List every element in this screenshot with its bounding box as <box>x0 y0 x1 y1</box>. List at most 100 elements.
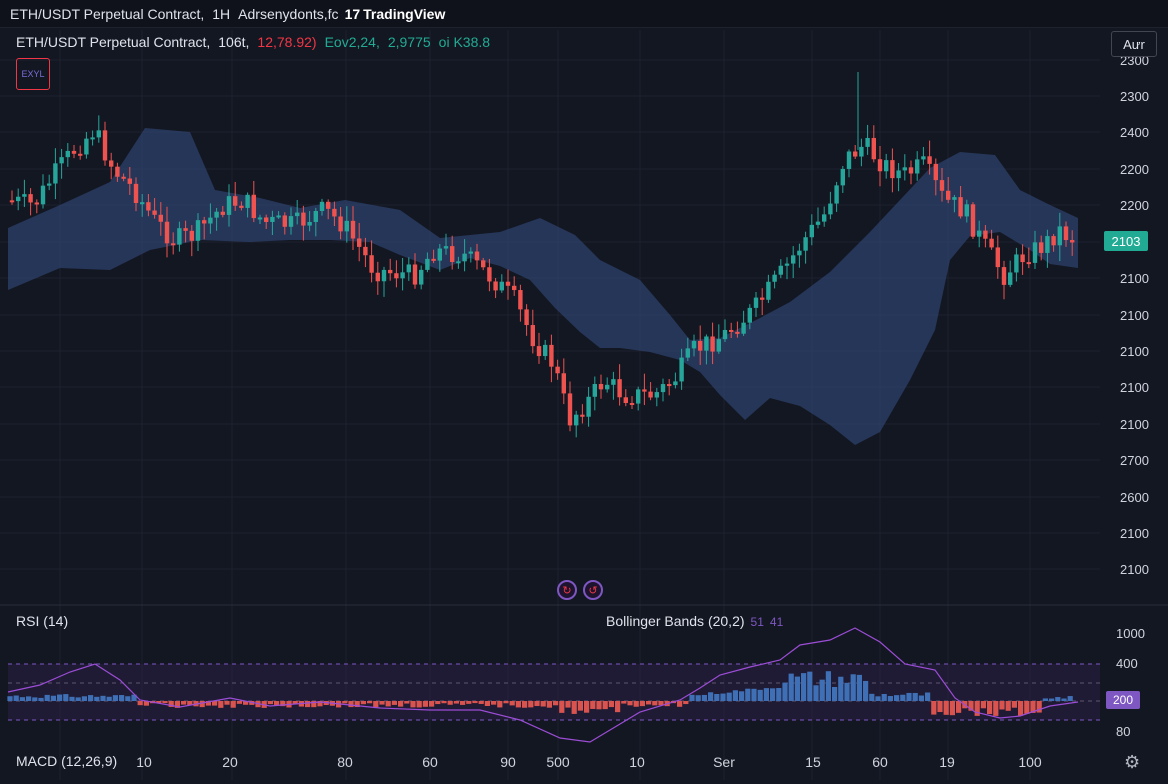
macd-histogram-bar <box>608 701 614 708</box>
candle-up <box>406 264 411 273</box>
bollinger-value-1: 51 <box>750 615 764 629</box>
macd-histogram-bar <box>497 701 503 708</box>
candle-up <box>592 383 597 397</box>
macd-histogram-bar <box>1005 701 1011 711</box>
macd-histogram-bar <box>1055 697 1061 701</box>
candle-down <box>71 150 77 154</box>
time-axis-label: 10 <box>629 754 645 770</box>
chart-canvas[interactable]: 2300230024002200220021002100210021002100… <box>0 28 1168 784</box>
macd-histogram-bar <box>342 701 348 704</box>
bollinger-bands <box>8 128 1078 445</box>
candle-down <box>549 344 554 367</box>
candle-down <box>970 204 976 237</box>
auto-scale-button[interactable]: Aưr <box>1111 31 1157 57</box>
candle-up <box>53 163 58 184</box>
macd-histogram-bar <box>708 692 714 701</box>
alert-icon[interactable]: ↺ <box>583 580 603 600</box>
candle-up <box>16 196 21 202</box>
candle-up <box>753 297 759 308</box>
macd-histogram-bar <box>577 701 583 711</box>
candle-down <box>202 220 207 224</box>
price-axis-label: 2300 <box>1120 89 1149 104</box>
candle-down <box>375 272 380 282</box>
candle-up <box>828 203 833 215</box>
candle-up <box>1014 254 1019 273</box>
candle-up <box>443 246 449 249</box>
candle-up <box>90 137 95 140</box>
macd-histogram-bar <box>863 680 869 701</box>
candle-down <box>642 389 647 392</box>
macd-histogram-bar <box>621 701 627 704</box>
macd-histogram-bar <box>534 701 540 707</box>
candle-up <box>295 212 300 217</box>
macd-histogram-bar <box>305 701 311 708</box>
candle-up <box>685 348 690 358</box>
macd-histogram-bar <box>627 701 633 706</box>
candle-up <box>195 220 201 241</box>
macd-histogram-bar <box>993 701 999 716</box>
candle-up <box>468 251 473 254</box>
indicators-icon[interactable]: EXYL <box>16 58 50 90</box>
candle-down <box>264 217 269 222</box>
time-axis-label: 100 <box>1018 754 1042 770</box>
macd-histogram-bar <box>81 696 87 701</box>
macd-histogram-bar <box>590 701 596 709</box>
macd-histogram-bar <box>900 694 906 701</box>
macd-histogram-bar <box>1018 701 1024 716</box>
candle-down <box>164 221 170 244</box>
macd-histogram-bar <box>844 682 850 701</box>
price-axis-label: 2700 <box>1120 453 1149 468</box>
replay-icon[interactable]: ↻ <box>557 580 577 600</box>
macd-histogram-bar <box>32 697 38 701</box>
price-axis-label: 2100 <box>1120 344 1149 359</box>
price-axis-label: 2100 <box>1120 271 1149 286</box>
time-axis-label: 20 <box>222 754 238 770</box>
price-axis-label: 2100 <box>1120 417 1149 432</box>
macd-histogram-bar <box>478 701 484 704</box>
macd-histogram-bar <box>100 695 106 701</box>
candle-up <box>846 151 852 169</box>
macd-histogram-bar <box>726 692 732 701</box>
candle-down <box>189 230 194 241</box>
candle-down <box>450 246 455 263</box>
bollinger-label[interactable]: Bollinger Bands (20,2) 51 41 <box>606 613 783 629</box>
time-axis-label: Ser <box>713 754 735 770</box>
time-axis-label: 90 <box>500 754 516 770</box>
candle-down <box>474 251 480 261</box>
macd-histogram-bar <box>850 674 856 701</box>
candle-up <box>673 381 678 386</box>
macd-histogram-bar <box>763 688 769 701</box>
macd-label[interactable]: MACD (12,26,9) <box>16 753 118 769</box>
macd-histogram-bar <box>602 701 608 710</box>
candle-up <box>977 230 982 237</box>
candle-up <box>1032 242 1038 263</box>
candle-up <box>462 253 467 262</box>
macd-histogram-bar <box>987 701 993 715</box>
legend-symbol: ETH/USDT Perpetual Contract, <box>16 34 211 50</box>
candle-up <box>381 269 387 282</box>
macd-histogram-bar <box>546 701 552 708</box>
candle-up <box>543 344 548 357</box>
candle-up <box>654 392 659 398</box>
candle-down <box>133 183 139 204</box>
legend-interval: 106t, <box>218 34 250 50</box>
price-axis: 2300230024002200220021002100210021002100… <box>1116 53 1149 739</box>
rsi-label[interactable]: RSI (14) <box>16 613 69 629</box>
macd-histogram-bar <box>199 701 205 708</box>
macd-histogram-bar <box>205 701 211 706</box>
candle-up <box>59 157 64 164</box>
candle-down <box>326 201 331 209</box>
gear-icon[interactable]: ⚙ <box>1124 752 1141 772</box>
price-axis-label: 2100 <box>1120 380 1149 395</box>
candle-up <box>177 228 182 245</box>
macd-histogram-bar <box>999 701 1005 710</box>
candle-up <box>208 217 213 224</box>
legend-ohlc: Eov2,24, <box>324 34 380 50</box>
macd-histogram-bar <box>788 673 794 701</box>
macd-histogram-bar <box>19 697 25 701</box>
macd-histogram-bar <box>1024 701 1030 714</box>
macd-histogram-bar <box>94 696 100 701</box>
legend-extra: oi K38.8 <box>438 34 491 50</box>
candle-down <box>251 194 256 219</box>
macd-histogram-bar <box>553 701 559 706</box>
